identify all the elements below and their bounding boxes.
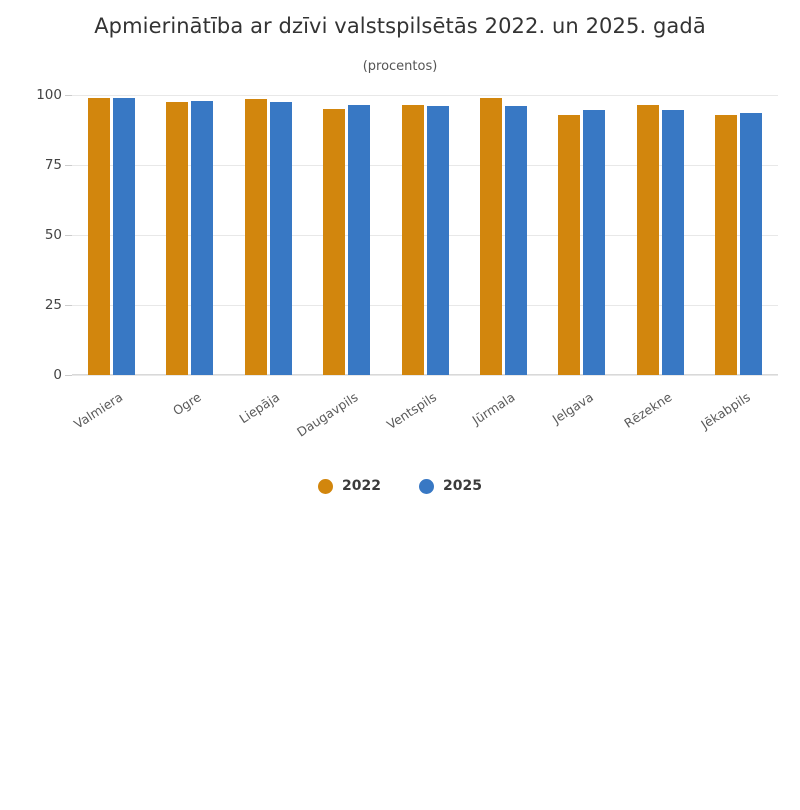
legend-swatch-circle-icon	[318, 478, 334, 494]
bar-jēkabpils-2022[interactable]	[715, 114, 738, 375]
gridline	[72, 235, 778, 236]
bar-rēzekne-2022[interactable]	[636, 104, 659, 375]
bar-group	[636, 95, 684, 375]
gridline	[72, 165, 778, 166]
legend-item-2022[interactable]: 2022	[318, 478, 381, 494]
chart-legend: 2022 2025	[0, 478, 800, 494]
legend-swatch-circle-icon	[419, 478, 434, 494]
bar-group	[166, 95, 214, 375]
y-axis-tick-mark	[65, 95, 72, 96]
bar-group	[87, 95, 135, 375]
bar-jelgava-2025[interactable]	[583, 110, 606, 375]
bar-daugavpils-2025[interactable]	[348, 104, 371, 375]
y-axis-tick-mark	[65, 165, 72, 166]
gridline	[72, 305, 778, 306]
bar-group	[401, 95, 449, 375]
y-axis-tick-label: 100	[36, 87, 62, 103]
bar-group	[715, 95, 763, 375]
gridline	[72, 95, 778, 96]
y-axis-tick-mark	[65, 375, 72, 376]
bar-ventspils-2025[interactable]	[426, 106, 449, 375]
bar-group	[558, 95, 606, 375]
y-axis-tick-label: 75	[44, 157, 62, 173]
chart-title: Apmierinātība ar dzīvi valstspilsētās 20…	[94, 14, 706, 38]
bar-liepāja-2022[interactable]	[244, 99, 267, 375]
bar-jūrmala-2025[interactable]	[504, 106, 527, 375]
x-axis-tick-label: Ventspils	[383, 389, 440, 433]
bar-group	[244, 95, 292, 375]
bar-group	[479, 95, 527, 375]
chart-subtitle: (procentos)	[362, 59, 438, 74]
bar-valmiera-2022[interactable]	[87, 97, 110, 375]
bar-liepāja-2025[interactable]	[269, 102, 292, 375]
bar-jelgava-2022[interactable]	[558, 114, 581, 375]
y-axis-tick-label: 25	[44, 297, 62, 313]
bar-jūrmala-2022[interactable]	[479, 97, 502, 375]
bar-daugavpils-2022[interactable]	[323, 109, 346, 375]
legend-label: 2025	[443, 478, 482, 494]
bar-rēzekne-2025[interactable]	[661, 110, 684, 375]
gridline	[72, 375, 778, 376]
bar-ventspils-2022[interactable]	[401, 104, 424, 375]
x-axis-tick-label: Jelgava	[549, 389, 596, 427]
bar-group	[323, 95, 371, 375]
y-axis-tick-mark	[65, 235, 72, 236]
legend-item-2025[interactable]: 2025	[419, 478, 482, 494]
y-axis-tick-label: 50	[44, 227, 62, 243]
bar-ogre-2025[interactable]	[191, 100, 214, 375]
bar-chart: Apmierinātība ar dzīvi valstspilsētās 20…	[0, 14, 800, 494]
x-axis-line	[72, 374, 778, 375]
bar-jēkabpils-2025[interactable]	[740, 113, 763, 375]
bar-valmiera-2025[interactable]	[112, 97, 135, 375]
legend-label: 2022	[342, 478, 381, 494]
bar-ogre-2022[interactable]	[166, 102, 189, 375]
plot-area	[65, 95, 778, 376]
y-axis-tick-mark	[65, 305, 72, 306]
y-axis-tick-label: 0	[53, 367, 62, 383]
